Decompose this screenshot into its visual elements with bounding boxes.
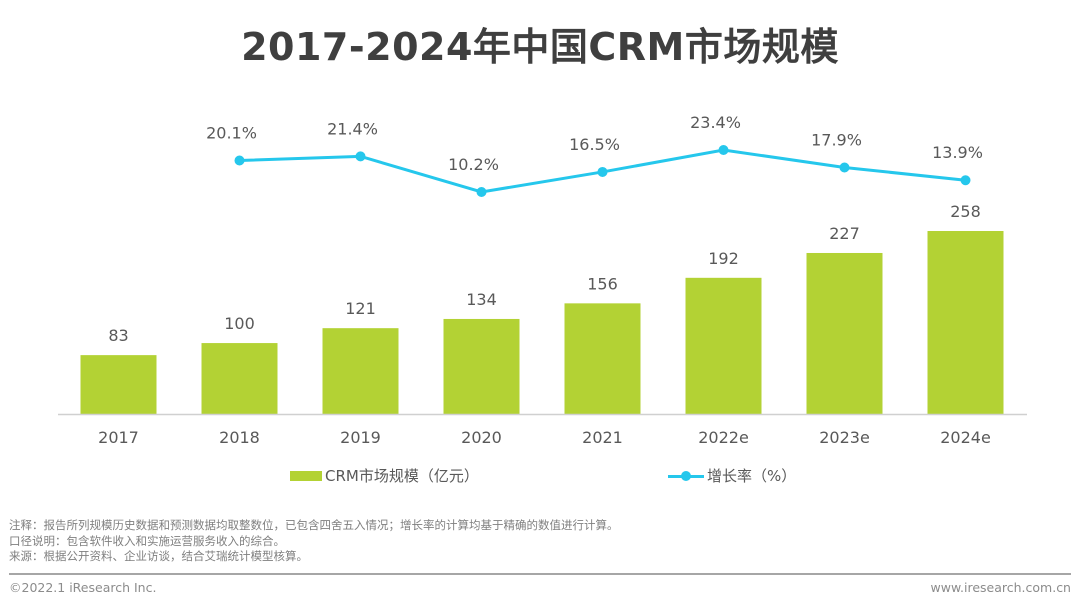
legend-label-market-size: CRM市场规模（亿元）: [325, 467, 479, 485]
x-tick-labels: 2017 2018 2019 2020 2021 2022e 2023e 2024e: [98, 428, 991, 447]
bar-2017: [80, 355, 157, 414]
legend-item-growth-rate: 增长率（%）: [668, 465, 796, 486]
growth-point-2018: [234, 155, 245, 166]
growth-data-label: 17.9%: [811, 131, 862, 150]
bar-data-label: 227: [829, 224, 860, 243]
x-tick-label: 2019: [340, 428, 381, 447]
legend-item-market-size: CRM市场规模（亿元）: [290, 465, 479, 486]
bar-data-label: 100: [224, 314, 255, 333]
bar-data-label: 192: [708, 249, 739, 268]
legend-line-marker-icon: [668, 470, 704, 481]
website-link[interactable]: www.iresearch.com.cn: [930, 580, 1072, 595]
growth-data-label: 23.4%: [690, 113, 741, 132]
bar-2018: [201, 343, 278, 414]
growth-data-label: 16.5%: [569, 135, 620, 154]
growth-point-2022e: [718, 145, 729, 155]
bar-data-label: 83: [108, 326, 128, 345]
growth-point-2021: [597, 166, 608, 177]
x-tick-label: 2021: [582, 428, 623, 447]
bar-2022e: [685, 277, 762, 414]
bar-2021: [564, 303, 641, 414]
x-tick-label: 2023e: [819, 428, 870, 447]
legend-bar-swatch-icon: [290, 470, 322, 481]
x-tick-label: 2018: [219, 428, 260, 447]
growth-point-2023e: [839, 162, 850, 173]
growth-data-label: 21.4%: [327, 119, 378, 138]
growth-point-2020: [476, 187, 487, 197]
x-tick-label: 2022e: [698, 428, 749, 447]
bar-2023e: [806, 252, 883, 414]
note-source: 来源：根据公开资料、企业访谈，结合艾瑞统计模型核算。: [9, 549, 308, 563]
growth-data-label: 10.2%: [448, 155, 499, 174]
x-tick-label: 2020: [461, 428, 502, 447]
x-tick-label: 2024e: [940, 428, 991, 447]
legend-label-growth-rate: 增长率（%）: [707, 467, 797, 485]
note-scope: 口径说明：包含软件收入和实施运营服务收入的综合。: [9, 533, 285, 548]
growth-point-2024e: [960, 175, 971, 186]
copyright-text: ©2022.1 iResearch Inc.: [9, 580, 157, 595]
note-annotation: 注释：报告所列规模历史数据和预测数据均取整数位，已包含四舍五入情况；增长率的计算…: [9, 518, 619, 532]
growth-data-label: 13.9%: [932, 143, 983, 162]
bar-data-label: 121: [345, 299, 376, 318]
growth-point-2019: [355, 151, 366, 162]
bar-data-label: 134: [466, 290, 497, 309]
bar-data-label: 258: [950, 202, 981, 221]
chart-title: 2017-2024年中国CRM市场规模: [241, 25, 839, 69]
bar-2024e: [927, 231, 1004, 414]
bar-2020: [443, 318, 520, 414]
bar-series: [80, 231, 1004, 414]
bar-data-label: 156: [587, 274, 618, 293]
x-tick-label: 2017: [98, 428, 139, 447]
footer-divider: [9, 573, 1071, 575]
bar-data-labels: 83 100 121 134 156 192 227 258: [108, 202, 980, 345]
growth-rate-points: [234, 145, 971, 197]
bar-2019: [322, 328, 399, 414]
notes-block: 注释：报告所列规模历史数据和预测数据均取整数位，已包含四舍五入情况；增长率的计算…: [9, 518, 619, 565]
growth-data-label: 20.1%: [206, 124, 257, 143]
growth-rate-labels: 20.1% 21.4% 10.2% 16.5% 23.4% 17.9% 13.9%: [206, 113, 983, 174]
